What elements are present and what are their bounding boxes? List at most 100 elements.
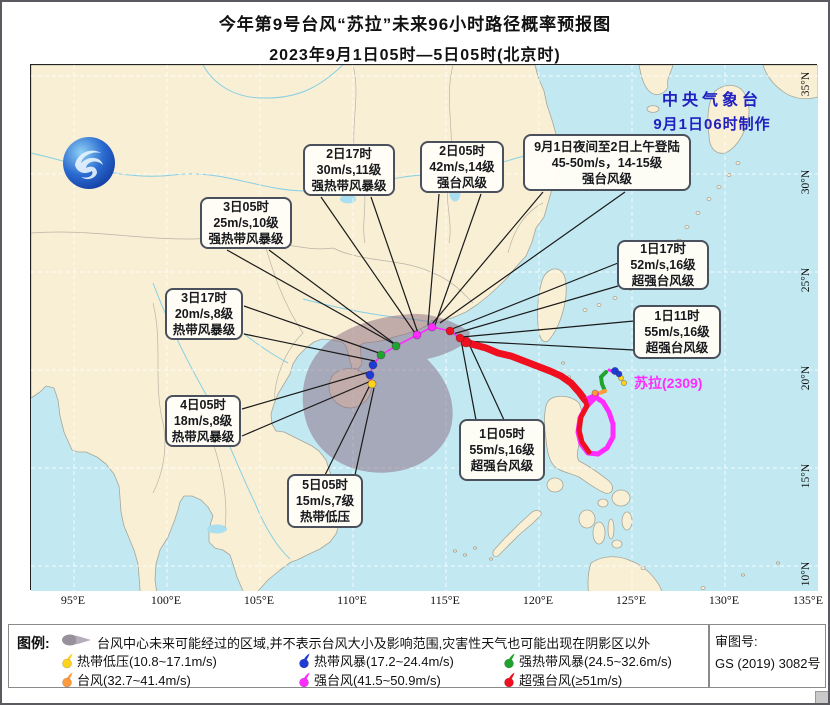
mindoro bbox=[546, 477, 564, 493]
forecast-callout-d1h05: 1日05时 55m/s,16级 超强台风级 bbox=[459, 419, 545, 481]
callout-line: 1日05时 bbox=[479, 427, 525, 441]
lon-label: 135°E bbox=[792, 593, 824, 607]
leader-line bbox=[451, 262, 619, 330]
leader-line bbox=[463, 340, 635, 351]
callout-line: 热带风暴级 bbox=[171, 430, 235, 444]
lon-label: 105°E bbox=[243, 593, 275, 607]
leader-line bbox=[434, 193, 482, 326]
leader-line bbox=[370, 196, 420, 337]
korea-tip bbox=[638, 65, 674, 95]
lat-label: 25°N bbox=[800, 267, 812, 292]
leader-line bbox=[439, 191, 626, 324]
lon-label: 115°E bbox=[430, 593, 460, 607]
legend-item-label: 台风(32.7~41.4m/s) bbox=[77, 673, 191, 688]
lon-label: 95°E bbox=[60, 593, 86, 607]
latitude-labels: 35°N 30°N 25°N 20°N 15°N 10°N bbox=[800, 71, 812, 586]
callout-line: 45-50m/s，14-15级 bbox=[551, 155, 663, 170]
callout-line: 52m/s,16级 bbox=[630, 258, 696, 272]
legend-item-label: 热带低压(10.8~17.1m/s) bbox=[77, 654, 217, 669]
intensity-comma-icon bbox=[299, 653, 310, 668]
legend-divider bbox=[708, 625, 710, 687]
track-point bbox=[412, 330, 422, 340]
palawan bbox=[492, 510, 542, 558]
forecast-callout-d2h17: 2日17时 30m/s,11级 强热带风暴级 bbox=[303, 144, 395, 196]
callout-line: 4日05时 bbox=[180, 398, 226, 412]
review-number: GS (2019) 3082号 bbox=[715, 656, 821, 672]
leader-line bbox=[452, 285, 619, 335]
cma-logo-icon bbox=[61, 135, 117, 191]
callout-line: 2日17时 bbox=[326, 147, 372, 161]
callout-line: 25m/s,10级 bbox=[213, 216, 279, 230]
past-track-red bbox=[462, 338, 589, 404]
lat-label: 10°N bbox=[800, 561, 812, 586]
callout-line: 55m/s,16级 bbox=[644, 325, 710, 339]
callout-line: 9月1日夜间至2日上午登陆 bbox=[534, 139, 680, 154]
masbate bbox=[597, 498, 609, 508]
forecast-callout-d3h05: 3日05时 25m/s,10级 强热带风暴级 bbox=[200, 197, 292, 249]
legend-item-label: 强热带风暴(24.5~32.6m/s) bbox=[519, 654, 672, 669]
leader-line bbox=[461, 320, 635, 338]
leader-line bbox=[243, 333, 376, 362]
corner-gripper bbox=[815, 691, 828, 703]
jeju-island bbox=[646, 105, 660, 113]
callout-line: 30m/s,11级 bbox=[316, 163, 382, 177]
forecast-callout-d1h11: 1日11时 55m/s,16级 超强台风级 bbox=[633, 305, 721, 359]
bohol bbox=[611, 539, 623, 549]
past-track-loop-red bbox=[576, 397, 592, 455]
leader-line bbox=[460, 339, 477, 421]
past-track-segment bbox=[598, 370, 608, 393]
legend-title: 图例: bbox=[17, 635, 50, 651]
callout-line: 42m/s,14级 bbox=[429, 160, 495, 174]
legend-box: 图例: 台风中心未来可能经过的区域,并不表示台风大小及影响范围,灾害性天气也可能… bbox=[8, 624, 826, 688]
track-point bbox=[368, 360, 378, 370]
lon-label: 120°E bbox=[522, 593, 554, 607]
legend-item-label: 热带风暴(17.2~24.4m/s) bbox=[314, 654, 454, 669]
track-point bbox=[591, 389, 599, 397]
leader-line bbox=[320, 196, 416, 334]
intensity-comma-icon bbox=[299, 672, 310, 687]
storm-name-label: 苏拉(2309) bbox=[634, 375, 703, 391]
callout-line: 超强台风级 bbox=[631, 274, 695, 288]
map-review-number: 审图号: GS (2019) 3082号 bbox=[715, 631, 821, 675]
review-label: 审图号: bbox=[715, 634, 758, 649]
track-point bbox=[365, 370, 375, 380]
intensity-comma-icon bbox=[504, 672, 515, 687]
kyushu-island bbox=[707, 85, 750, 154]
callout-line: 1日11时 bbox=[654, 309, 700, 323]
callout-line: 55m/s,16级 bbox=[469, 443, 535, 457]
title-line1: 今年第9号台风“苏拉”未来96小时路径概率预报图 bbox=[218, 15, 612, 34]
legend-item-label: 强台风(41.5~50.9m/s) bbox=[314, 673, 441, 688]
mindanao-top bbox=[587, 556, 663, 591]
callout-line: 18m/s,8级 bbox=[173, 414, 233, 428]
legend-item: 强台风(41.5~50.9m/s) bbox=[298, 670, 441, 689]
callout-line: 2日05时 bbox=[439, 144, 485, 158]
callout-line: 热带风暴级 bbox=[172, 323, 236, 337]
forecast-callout-d2h05: 2日05时 42m/s,14级 强台风级 bbox=[420, 141, 504, 193]
probability-area-icon bbox=[61, 632, 93, 651]
legend-item: 台风(32.7~41.4m/s) bbox=[61, 670, 191, 689]
samar bbox=[611, 489, 631, 507]
callout-line: 强热带风暴级 bbox=[311, 179, 387, 193]
leader-line bbox=[354, 387, 375, 476]
lon-label: 130°E bbox=[708, 593, 740, 607]
forecast-callout-landfall: 9月1日夜间至2日上午登陆 45-50m/s，14-15级 强台风级 bbox=[523, 134, 691, 191]
lat-label: 35°N bbox=[800, 71, 812, 96]
legend-item: 热带低压(10.8~17.1m/s) bbox=[61, 651, 217, 670]
lon-label: 125°E bbox=[615, 593, 647, 607]
track-point bbox=[391, 341, 401, 351]
cebu bbox=[607, 518, 615, 540]
forecast-track-line bbox=[369, 326, 467, 385]
track-point bbox=[376, 350, 386, 360]
track-point bbox=[427, 322, 437, 332]
callout-line: 热带低压 bbox=[299, 510, 350, 524]
forecast-callout-d5h05: 5日05时 15m/s,7级 热带低压 bbox=[287, 474, 363, 528]
intensity-comma-icon bbox=[62, 672, 73, 687]
figure-title: 今年第9号台风“苏拉”未来96小时路径概率预报图 2023年9月1日05时—5日… bbox=[2, 10, 828, 65]
lat-label: 15°N bbox=[800, 463, 812, 488]
callout-line: 3日05时 bbox=[223, 200, 269, 214]
honshu-corner bbox=[762, 65, 818, 100]
callout-line: 强台风级 bbox=[581, 171, 632, 186]
callout-line: 20m/s,8级 bbox=[174, 307, 234, 321]
track-point bbox=[367, 379, 377, 389]
